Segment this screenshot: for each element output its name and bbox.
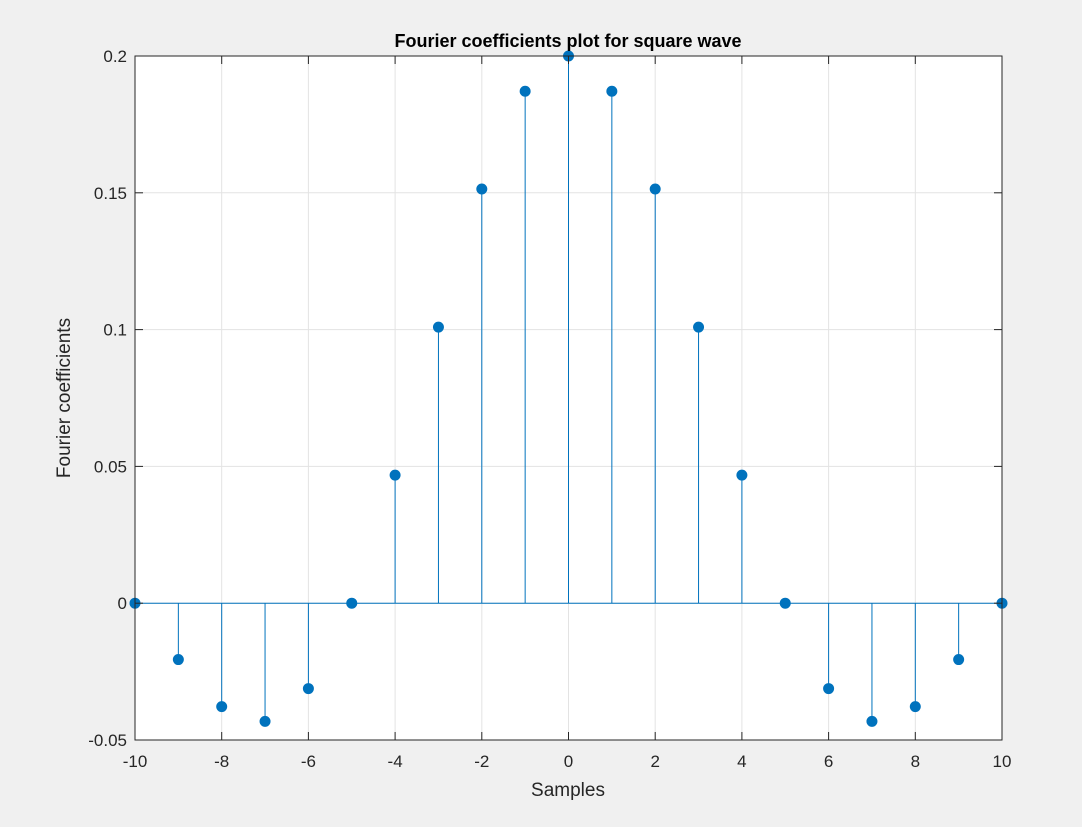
x-tick-label: -8 (214, 752, 229, 771)
stem-marker (432, 321, 444, 333)
stem-marker (476, 183, 488, 195)
y-tick-label: -0.05 (88, 731, 127, 750)
y-axis-label: Fourier coefficients (54, 318, 75, 478)
y-tick-label: 0.2 (103, 47, 127, 66)
stem-marker (216, 701, 228, 713)
x-tick-label: -6 (301, 752, 316, 771)
x-axis-label: Samples (531, 780, 605, 801)
x-tick-label: 2 (650, 752, 659, 771)
stem-marker (649, 183, 661, 195)
x-tick-label: -2 (474, 752, 489, 771)
y-tick-label: 0.05 (94, 457, 127, 476)
stem-marker (606, 85, 618, 97)
y-tick-label: 0.15 (94, 184, 127, 203)
stem-series (129, 50, 1008, 727)
stem-marker (346, 597, 358, 609)
x-tick-label: 4 (737, 752, 746, 771)
x-tick-label: 8 (911, 752, 920, 771)
x-tick-label: 6 (824, 752, 833, 771)
x-tick-label: -10 (123, 752, 148, 771)
x-tick-label: 0 (564, 752, 573, 771)
stem-marker (389, 469, 401, 481)
axis-ticks: -10 -8 -6 -4 -2 0 2 4 6 8 10 -0.05 0 0.05 0.1 0.15 0.2 (88, 47, 1011, 771)
stem-marker (909, 701, 921, 713)
stem-marker (302, 683, 314, 695)
stem-marker (953, 654, 965, 666)
stem-marker (866, 715, 878, 727)
x-tick-label: 10 (993, 752, 1012, 771)
stem-marker (823, 683, 835, 695)
stem-marker (779, 597, 791, 609)
stem-marker (736, 469, 748, 481)
y-tick-label: 0 (118, 594, 127, 613)
x-tick-label: -4 (388, 752, 403, 771)
chart-title: Fourier coefficients plot for square wav… (394, 31, 741, 51)
stem-marker (519, 85, 531, 97)
y-tick-label: 0.1 (103, 321, 127, 340)
stem-marker (172, 654, 184, 666)
stem-marker (259, 715, 271, 727)
stem-marker (693, 321, 705, 333)
